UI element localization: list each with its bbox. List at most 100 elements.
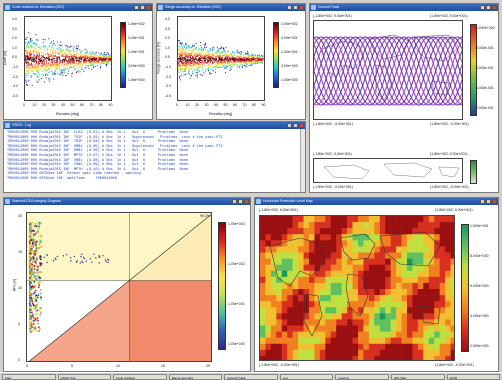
ground-track-titlebar[interactable]: Ground Track [310, 4, 498, 11]
minimize-icon[interactable] [232, 199, 237, 204]
maximize-icon[interactable] [238, 199, 243, 204]
maximize-icon[interactable] [293, 5, 298, 10]
scatter-point [61, 71, 63, 73]
scatter-point [231, 66, 233, 68]
scatter-point [32, 70, 34, 72]
integrity-point [29, 275, 31, 278]
hpl-map-titlebar[interactable]: Horizontal Protection Level Map [255, 198, 498, 205]
heatmap-cell [434, 319, 440, 326]
minimize-icon[interactable] [287, 5, 292, 10]
scatter-point [190, 64, 191, 66]
scatter-point [178, 62, 180, 64]
taskbar-item[interactable]: Ground Track [224, 374, 278, 380]
window-icon [5, 123, 10, 128]
scatter-point [248, 55, 249, 57]
y-tick-label: 4.0 [165, 17, 170, 21]
scatter-point [31, 44, 33, 46]
minimize-icon[interactable] [480, 5, 485, 10]
close-icon[interactable] [244, 199, 249, 204]
x-tick-label: 80 [99, 103, 103, 107]
heatmap-cell [265, 289, 272, 296]
taskbar-item[interactable]: Range accuracy [168, 374, 223, 380]
x-tick-label: 50 [70, 103, 75, 107]
heatmap-cell [309, 301, 315, 308]
maximize-icon[interactable] [140, 5, 145, 10]
heatmap-cell [292, 355, 299, 360]
minimize-icon[interactable] [480, 199, 485, 204]
heatmap-cell [281, 234, 288, 241]
maximize-icon[interactable] [486, 199, 491, 204]
stanford-diagram-window[interactable]: Stanford-ESA Integrity Diagram HPL [m] 9… [3, 197, 251, 372]
scatter-point [179, 68, 181, 70]
integrity-point [29, 254, 31, 256]
scatter-point [230, 61, 232, 63]
integrity-point [39, 241, 42, 244]
scatter-point [191, 53, 193, 55]
maximize-icon[interactable] [293, 123, 298, 128]
log-text-area[interactable]: TRK0012000 000 Rodaja2015 INF CLK3 (G-01… [4, 129, 305, 182]
taskbar-item[interactable]: GNSS Tool [57, 374, 112, 380]
scatter-point [191, 49, 193, 51]
scatter-point [58, 56, 60, 58]
maximize-icon[interactable] [486, 5, 491, 10]
heatmap-cell [341, 282, 348, 290]
heatmap-cell [298, 216, 304, 223]
scatter-point [179, 64, 181, 66]
start-button[interactable]: Start [2, 374, 56, 380]
heatmap-cell [358, 325, 364, 332]
scatter-point [56, 58, 58, 60]
range-accuracy-titlebar[interactable]: Range accuracy vs. Elevation (G01) [157, 4, 305, 11]
heatmap-cell [401, 331, 408, 338]
heatmap-cell [270, 264, 277, 272]
heatmap-cell [428, 276, 435, 284]
code-residual-window[interactable]: Code residual vs. Elevation (G01) Code [… [3, 3, 153, 120]
scatter-point [221, 47, 223, 49]
stanford-diagram-titlebar[interactable]: Stanford-ESA Integrity Diagram [4, 198, 250, 205]
taskbar-item[interactable]: Code residual [113, 374, 167, 380]
taskbar-item[interactable]: Integrity [335, 374, 389, 380]
close-icon[interactable] [146, 5, 151, 10]
heatmap-cell [265, 282, 272, 290]
close-icon[interactable] [299, 5, 304, 10]
scatter-point [201, 47, 202, 49]
ground-track-window[interactable]: Ground Track (-1.80e+002, 9.00e+001) (1.… [309, 3, 499, 193]
log-titlebar[interactable]: GNSS - Log [4, 122, 305, 129]
y-tick-label: -4.0 [165, 93, 172, 98]
scatter-point [185, 65, 187, 67]
close-icon[interactable] [492, 199, 497, 204]
scatter-point [194, 57, 196, 58]
integrity-point [32, 273, 35, 276]
scatter-point [187, 60, 189, 62]
heatmap-cell [423, 234, 430, 241]
minimize-icon[interactable] [287, 123, 292, 128]
taskbar-item[interactable]: HPL Map [390, 374, 445, 380]
taskbar-item[interactable]: Log [279, 374, 334, 380]
minimize-icon[interactable] [134, 5, 139, 10]
close-icon[interactable] [299, 123, 304, 128]
scatter-point [219, 56, 221, 58]
range-accuracy-window[interactable]: Range accuracy vs. Elevation (G01) Range… [156, 3, 306, 120]
scatter-point [207, 64, 209, 66]
heatmap-cell [450, 355, 454, 360]
log-window[interactable]: GNSS - Log TRK0012000 000 Rodaja2015 INF… [3, 121, 306, 193]
heatmap-cell [347, 313, 353, 320]
heatmap-cell [379, 246, 386, 253]
hpl-map-window[interactable]: Horizontal Protection Level Map (-1.80e+… [254, 197, 499, 372]
heatmap-cell [374, 289, 381, 296]
scatter-point [224, 57, 226, 59]
scatter-point [62, 55, 64, 57]
integrity-point [36, 240, 38, 243]
heatmap-cell [434, 276, 440, 284]
colorbar-tick-label: 1.00e+001 [228, 302, 245, 306]
scatter-point [188, 65, 190, 66]
close-icon[interactable] [492, 5, 497, 10]
scatter-point [202, 56, 204, 58]
code-residual-titlebar[interactable]: Code residual vs. Elevation (G01) [4, 4, 152, 11]
heatmap-cell [445, 252, 451, 259]
scatter-point [200, 45, 202, 47]
heatmap-cell [314, 258, 321, 265]
taskbar-item[interactable]: 12:00 [446, 374, 501, 380]
heatmap-cell [303, 325, 310, 332]
log-scrollbar[interactable] [300, 129, 305, 192]
heatmap-cell [434, 313, 440, 320]
